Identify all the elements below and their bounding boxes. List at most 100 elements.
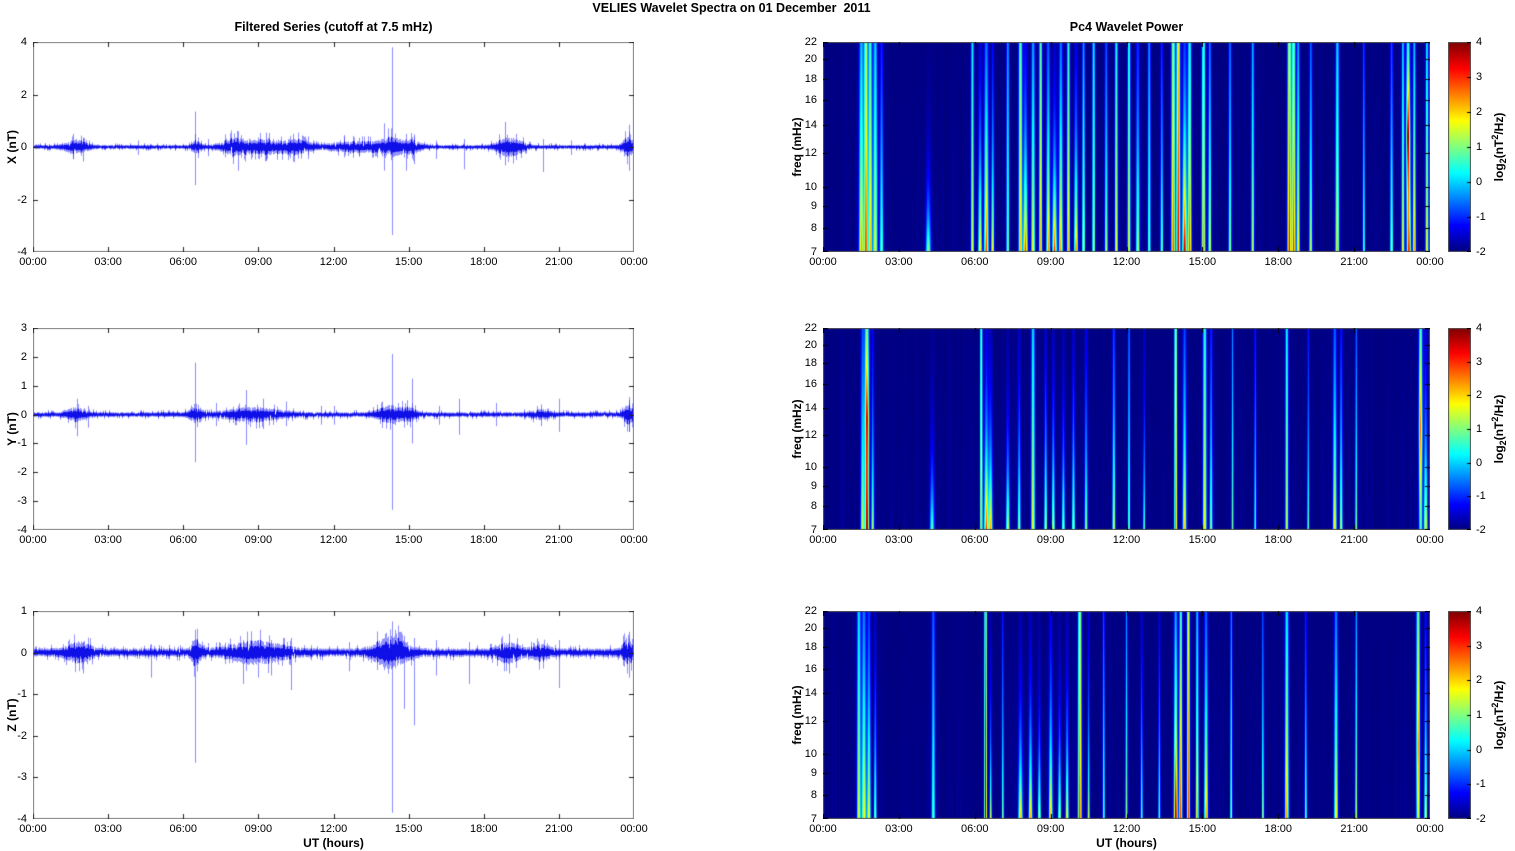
tick-label: 18:00 xyxy=(1264,256,1293,268)
tick-label: 12:00 xyxy=(1112,534,1141,546)
tick-label: 2 xyxy=(1476,389,1483,402)
tick-label: 4 xyxy=(1476,322,1483,334)
colorbar-label-sub: 2 xyxy=(1498,158,1509,164)
tick-label: 2 xyxy=(20,88,27,101)
tick-label: 18:00 xyxy=(1264,823,1293,835)
spectrogram-z-canvas xyxy=(823,611,1430,819)
colorbar-label-sup: 2 xyxy=(1489,416,1500,422)
colorbar-z xyxy=(1448,611,1471,819)
ut-hours-label-left: UT (hours) xyxy=(303,836,364,850)
tick-label: 20 xyxy=(804,338,817,351)
tick-label: 15:00 xyxy=(1188,823,1217,835)
tick-label: 00:00 xyxy=(19,534,47,546)
ts-x-plot xyxy=(33,42,634,252)
tick-label: 09:00 xyxy=(1036,534,1065,546)
tick-label: 7 xyxy=(810,524,817,536)
ts-z-ylabel: Z (nT) xyxy=(5,698,19,732)
tick-label: 0 xyxy=(20,646,27,659)
tick-label: 18:00 xyxy=(469,256,498,268)
wavelet-power-title: Pc4 Wavelet Power xyxy=(1069,20,1184,34)
tick-label: 20 xyxy=(804,53,817,66)
tick-label: 12 xyxy=(804,715,817,728)
tick-label: 03:00 xyxy=(94,823,122,835)
tick-label: -1 xyxy=(17,688,27,701)
tick-label: 1 xyxy=(1476,423,1483,435)
tick-label: 06:00 xyxy=(960,534,989,546)
tick-label: 3 xyxy=(1476,639,1483,652)
tick-label: 06:00 xyxy=(169,823,198,835)
tick-label: 16 xyxy=(804,378,817,391)
tick-label: 9 xyxy=(810,767,817,780)
spectrogram-x-canvas xyxy=(823,42,1430,252)
spectrogram-x-ylabel: freq (mHz) xyxy=(790,117,804,177)
spectrogram-y-ylabel: freq (mHz) xyxy=(790,399,804,459)
tick-label: 18 xyxy=(804,357,817,370)
tick-label: 21:00 xyxy=(1340,256,1368,268)
tick-label: -3 xyxy=(17,495,27,508)
tick-label: 3 xyxy=(20,322,27,334)
tick-label: 16 xyxy=(804,662,817,675)
tick-label: 06:00 xyxy=(960,823,989,835)
ts-x-canvas xyxy=(33,42,634,252)
tick-label: 1 xyxy=(1476,709,1483,721)
tick-label: 15:00 xyxy=(394,256,423,268)
spectrogram-x-plot xyxy=(823,42,1430,252)
tick-label: -3 xyxy=(17,771,27,784)
tick-label: 3 xyxy=(1476,71,1483,83)
tick-label: 16 xyxy=(804,94,817,107)
tick-label: -2 xyxy=(17,193,27,206)
tick-label: 09:00 xyxy=(244,823,273,835)
tick-label: 00:00 xyxy=(809,823,837,835)
colorbar-label-text: log xyxy=(1491,445,1506,464)
tick-label: 21:00 xyxy=(1340,823,1368,835)
tick-label: 4 xyxy=(20,36,27,48)
colorbar-label-text: (nT xyxy=(1491,139,1506,159)
colorbar-label-text: log xyxy=(1491,163,1506,182)
tick-label: -4 xyxy=(17,813,27,825)
tick-label: 12 xyxy=(804,147,817,160)
tick-label: 00:00 xyxy=(620,534,648,546)
tick-label: 18:00 xyxy=(469,823,498,835)
tick-label: 12 xyxy=(804,428,817,441)
tick-label: 8 xyxy=(810,221,817,234)
ts-z-canvas xyxy=(33,611,634,819)
tick-label: -2 xyxy=(1476,524,1486,536)
tick-label: 00:00 xyxy=(809,256,837,268)
tick-label: 2 xyxy=(20,350,27,363)
tick-label: 00:00 xyxy=(620,256,648,268)
tick-label: -2 xyxy=(17,729,27,742)
tick-label: -4 xyxy=(17,246,27,258)
spectrogram-z-ylabel: freq (mHz) xyxy=(790,685,804,745)
filtered-series-title: Filtered Series (cutoff at 7.5 mHz) xyxy=(234,20,433,34)
tick-label: 00:00 xyxy=(1416,256,1444,268)
tick-label: 15:00 xyxy=(1188,534,1217,546)
tick-label: 22 xyxy=(804,322,817,334)
tick-label: 0 xyxy=(1476,456,1483,469)
tick-label: 15:00 xyxy=(394,823,423,835)
tick-label: 12:00 xyxy=(319,534,348,546)
colorbar-z-label: log2(nT2/Hz) xyxy=(1490,681,1508,750)
spectrogram-z-plot xyxy=(823,611,1430,819)
ts-z-plot xyxy=(33,611,634,819)
tick-label: 14 xyxy=(804,687,817,700)
tick-label: 12:00 xyxy=(319,256,348,268)
tick-label: 4 xyxy=(1476,605,1483,617)
tick-label: 20 xyxy=(804,622,817,635)
tick-label: 06:00 xyxy=(960,256,989,268)
colorbar-label-text: /Hz) xyxy=(1491,394,1506,417)
tick-label: 00:00 xyxy=(19,256,47,268)
colorbar-label-sup: 2 xyxy=(1489,134,1500,140)
tick-label: 7 xyxy=(810,246,817,258)
tick-label: 9 xyxy=(810,199,817,212)
colorbar-x xyxy=(1448,42,1471,252)
tick-label: 15:00 xyxy=(1188,256,1217,268)
tick-label: 00:00 xyxy=(1416,823,1444,835)
tick-label: 3 xyxy=(1476,355,1483,368)
tick-label: 00:00 xyxy=(1416,534,1444,546)
tick-label: 12:00 xyxy=(319,823,348,835)
tick-label: 03:00 xyxy=(885,534,913,546)
tick-label: 0 xyxy=(20,141,27,153)
tick-label: 09:00 xyxy=(244,256,273,268)
tick-label: 00:00 xyxy=(19,823,47,835)
spectrogram-y-canvas xyxy=(823,328,1430,530)
